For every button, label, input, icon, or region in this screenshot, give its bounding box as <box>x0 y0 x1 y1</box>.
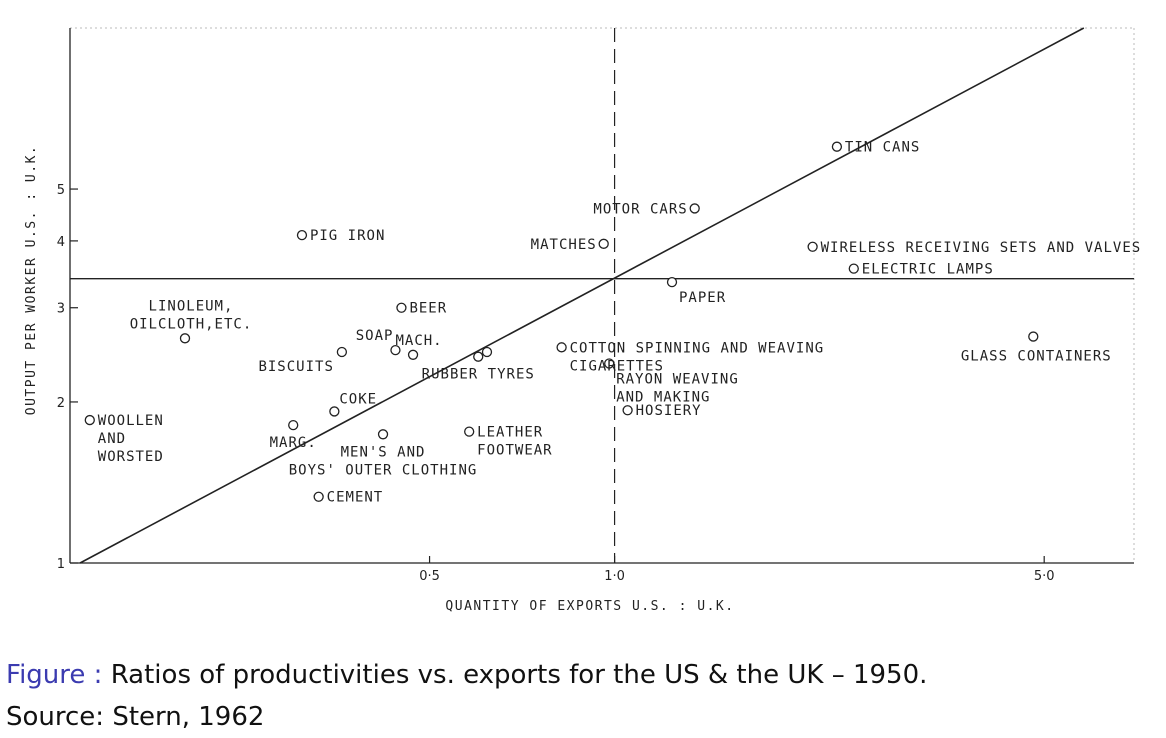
point-label: WORSTED <box>98 449 164 465</box>
point-label: WOOLLEN <box>98 413 164 429</box>
y-axis-title: OUTPUT PER WORKER U.S. : U.K. <box>24 145 39 415</box>
point-label: OILCLOTH,ETC. <box>130 316 253 332</box>
scatter-chart: 0·5 1·0 5·0 1 2 3 4 5 PIG IRON LINOLEUM, OILCLOTH… <box>24 27 1142 614</box>
point-label: BOYS' OUTER CLOTHING <box>289 462 478 478</box>
y-tick-label: 1 <box>57 557 65 572</box>
data-point <box>807 241 818 252</box>
point-label: FOOTWEAR <box>477 443 552 459</box>
figure-prefix: Figure : <box>6 660 103 690</box>
point-label: HOSIERY <box>636 403 702 419</box>
point-label: MATCHES <box>531 237 597 253</box>
point-label: BEER <box>409 301 447 317</box>
data-point <box>329 406 340 417</box>
point-label: BISCUITS <box>258 359 333 375</box>
data-point <box>1028 331 1039 342</box>
data-point <box>84 414 95 426</box>
y-tick-label: 4 <box>57 235 65 250</box>
point-label: CIGARETTES <box>570 358 664 374</box>
data-point <box>179 333 191 344</box>
data-point <box>390 344 401 356</box>
point-label: COTTON SPINNING AND WEAVING <box>570 340 825 356</box>
data-point <box>556 342 567 353</box>
data-point <box>407 349 419 360</box>
data-point <box>296 230 308 241</box>
point-label: COKE <box>339 391 377 407</box>
point-label: WIRELESS RECEIVING SETS AND VALVES <box>821 240 1142 256</box>
x-axis-title: QUANTITY OF EXPORTS U.S. : U.K. <box>445 599 734 614</box>
data-point <box>377 429 389 440</box>
data-point <box>604 358 615 369</box>
point-label: RAYON WEAVING <box>616 371 739 387</box>
point-label: LINOLEUM, <box>149 298 234 314</box>
x-tick-label: 1·0 <box>604 569 625 584</box>
data-point <box>848 263 859 274</box>
point-label: SOAP <box>356 328 394 344</box>
data-point <box>313 491 324 502</box>
point-label: LEATHER <box>477 425 543 441</box>
point-label: MACH. <box>395 333 442 349</box>
y-tick-label: 3 <box>57 302 65 317</box>
plot-frame <box>69 27 1135 564</box>
data-point <box>622 405 633 416</box>
figure-source: Source: Stern, 1962 <box>6 702 265 732</box>
figure-caption: Figure : Ratios of productivities vs. ex… <box>6 660 927 690</box>
diagonal-reference-line <box>79 27 1085 564</box>
data-point <box>666 276 678 288</box>
figure-text: Ratios of productivities vs. exports for… <box>110 660 928 690</box>
point-label: AND <box>98 431 126 447</box>
y-tick-label: 5 <box>57 183 65 198</box>
point-label: RUBBER TYRES <box>422 367 535 383</box>
point-label: MEN'S AND <box>341 444 426 460</box>
x-tick-label: 5·0 <box>1034 569 1055 584</box>
point-label: CEMENT <box>327 490 384 506</box>
data-point <box>396 302 407 313</box>
data-point <box>464 426 475 437</box>
point-label: AND MAKING <box>616 389 710 405</box>
data-point <box>598 238 609 249</box>
point-label: MARG. <box>270 435 317 451</box>
point-label: GLASS CONTAINERS <box>961 349 1112 365</box>
data-point <box>689 203 700 214</box>
data-point <box>473 351 484 362</box>
y-tick-label: 2 <box>57 396 65 411</box>
reference-lines <box>70 27 1134 564</box>
point-label: MOTOR CARS <box>593 201 687 217</box>
data-point <box>831 141 843 152</box>
point-label: ELECTRIC LAMPS <box>862 262 994 278</box>
point-label: PIG IRON <box>310 228 385 244</box>
data-point <box>481 346 493 358</box>
point-labels: PIG IRON LINOLEUM, OILCLOTH,ETC. WOOLLEN AND… <box>98 140 1142 506</box>
data-point <box>288 419 299 431</box>
data-points <box>84 141 1039 502</box>
point-label: PAPER <box>679 290 726 306</box>
data-point <box>336 346 348 358</box>
x-tick-label: 0·5 <box>419 569 440 584</box>
point-label: TIN CANS <box>845 140 920 156</box>
axis-ticks: 0·5 1·0 5·0 1 2 3 4 5 <box>57 183 1055 584</box>
